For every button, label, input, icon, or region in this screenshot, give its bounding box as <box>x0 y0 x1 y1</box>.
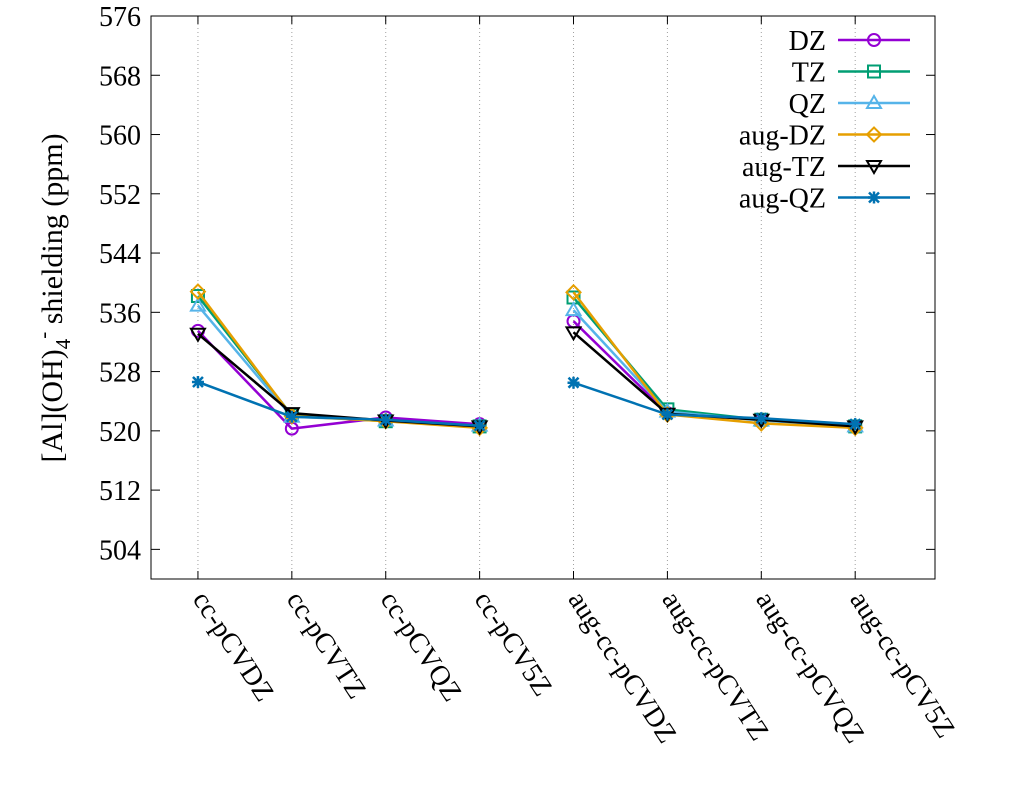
legend-marker <box>867 64 881 79</box>
x-tick-label: cc-pCV5Z <box>468 586 558 702</box>
data-point <box>565 283 582 301</box>
data-point <box>189 283 207 300</box>
series-line <box>572 291 856 430</box>
y-tick-label: 536 <box>99 298 141 329</box>
data-point <box>473 419 486 432</box>
y-axis-title: [Al](OH)4- shielding (ppm) <box>31 133 75 462</box>
series-line <box>572 320 856 428</box>
legend-item: QZ <box>789 89 910 120</box>
series-line <box>196 290 480 430</box>
x-tick-label: cc-pCVDZ <box>186 586 280 707</box>
y-axis: 504 512 520 528 536 544 552 560 568 576 <box>99 2 935 566</box>
y-axis-title-superscript: - <box>31 332 55 339</box>
series-line <box>196 304 480 427</box>
data-point <box>564 326 583 342</box>
y-tick-label: 512 <box>99 476 141 507</box>
y-tick-label: 576 <box>99 2 141 33</box>
legend-marker <box>868 191 880 204</box>
data-point <box>567 376 580 389</box>
series-line <box>196 295 480 428</box>
grid-lines <box>197 16 856 579</box>
y-tick-label: 568 <box>99 61 141 92</box>
data-point <box>661 408 674 421</box>
legend-marker <box>865 160 883 175</box>
legend-label: aug-QZ <box>739 184 826 215</box>
data-point <box>285 410 298 423</box>
legend-label: TZ <box>792 58 826 89</box>
legend-label: aug-DZ <box>739 121 826 152</box>
legend-item: aug-QZ <box>739 184 910 215</box>
legend-item: aug-TZ <box>742 152 910 183</box>
y-tick-label: 520 <box>99 417 141 448</box>
y-tick-label: 560 <box>99 121 141 152</box>
data-point <box>564 301 583 317</box>
data-point <box>755 412 768 425</box>
data-point <box>190 289 205 304</box>
series-line <box>196 329 480 430</box>
data-point <box>189 296 207 312</box>
y-axis-title-subscript: 4 <box>51 338 75 349</box>
legend-label: QZ <box>789 89 826 120</box>
series-line <box>573 381 856 426</box>
legend-label: aug-TZ <box>742 152 826 183</box>
legend-marker <box>865 126 883 143</box>
x-tick-label: cc-pCVQZ <box>374 586 468 707</box>
series-line <box>197 380 480 427</box>
y-tick-label: 552 <box>99 180 141 211</box>
legend-item: DZ <box>789 26 910 57</box>
y-tick-label: 528 <box>99 358 141 389</box>
data-point <box>849 418 862 431</box>
data-point <box>379 413 392 426</box>
series-aug-QZ <box>191 375 862 432</box>
y-tick-label: 504 <box>99 535 141 566</box>
series-layer <box>189 283 864 437</box>
legend-item: aug-DZ <box>739 121 910 152</box>
plot-frame <box>150 15 936 580</box>
y-axis-title-part-1: [Al](OH) <box>36 349 69 462</box>
y-tick-label: 544 <box>99 239 141 270</box>
data-point <box>191 375 204 388</box>
legend-label: DZ <box>789 26 826 57</box>
data-point <box>189 327 207 343</box>
legend-marker <box>865 94 883 109</box>
x-tick-label: cc-pCVTZ <box>280 586 372 705</box>
legend-item: TZ <box>792 58 910 89</box>
legend-marker <box>867 33 881 47</box>
y-axis-title-part-2: shielding (ppm) <box>36 133 69 331</box>
